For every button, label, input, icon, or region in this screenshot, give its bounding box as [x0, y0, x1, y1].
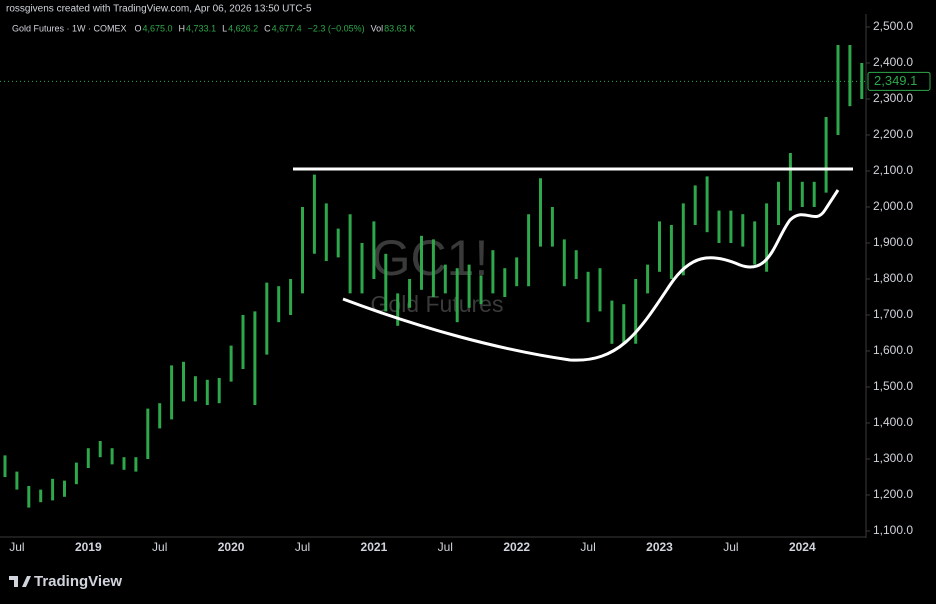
footer-brand: TradingView	[34, 573, 122, 590]
last-price-box	[867, 71, 931, 91]
legend-value: 4,626.2	[228, 23, 258, 33]
x-tick-label: Jul	[9, 540, 24, 554]
x-tick-label: 2023	[646, 540, 673, 554]
y-tick-label: 1,100.0	[873, 523, 913, 537]
legend-key: C	[264, 23, 271, 33]
x-tick-label: 2021	[361, 540, 388, 554]
y-tick-label: 2,300.0	[873, 91, 913, 105]
plot	[3, 45, 864, 508]
x-tick-label: Jul	[580, 540, 595, 554]
legend-symbol: Gold Futures · 1W · COMEX	[12, 23, 127, 33]
x-tick-label: 2019	[75, 540, 102, 554]
x-tick-label: 2020	[218, 540, 245, 554]
y-tick-label: 1,200.0	[873, 487, 913, 501]
legend-key: O	[135, 23, 142, 33]
watermark-ticker: GC1!	[372, 230, 489, 286]
footer-logo: TradingView	[9, 573, 122, 590]
watermark-name: Gold Futures	[371, 291, 504, 317]
legend-value: 4,675.0	[143, 23, 173, 33]
legend: Gold Futures · 1W · COMEX O 4,675.0 H 4,733…	[12, 23, 415, 33]
legend-key: Vol	[371, 23, 384, 33]
header: rossgivens created with TradingView.com,…	[6, 4, 312, 15]
x-tick-label: Jul	[295, 540, 310, 554]
legend-key: L	[222, 23, 227, 33]
y-tick-label: 2,200.0	[873, 127, 913, 141]
y-tick-label: 2,000.0	[873, 199, 913, 213]
y-tick-label: 2,100.0	[873, 163, 913, 177]
y-tick-label: 1,500.0	[873, 379, 913, 393]
last-price-label: 2,349.1	[874, 73, 917, 88]
x-tick-label: Jul	[438, 540, 453, 554]
legend-value: 4,677.4	[272, 23, 302, 33]
y-tick-label: 1,400.0	[873, 415, 913, 429]
legend-key: H	[179, 23, 186, 33]
drawn-cup-curve	[342, 189, 840, 362]
legend-value: 4,733.1	[186, 23, 216, 33]
y-tick-label: 1,300.0	[873, 451, 913, 465]
y-tick-label: 1,900.0	[873, 235, 913, 249]
legend-value: −2.3 (−0.05%)	[308, 23, 365, 33]
x-tick-label: Jul	[723, 540, 738, 554]
y-tick-label: 2,500.0	[873, 19, 913, 33]
x-tick-label: 2022	[503, 540, 530, 554]
legend-value: 83.63 K	[384, 23, 415, 33]
x-tick-label: 2024	[789, 540, 816, 554]
y-tick-label: 1,800.0	[873, 271, 913, 285]
logo-mark	[9, 576, 31, 587]
x-tick-label: Jul	[152, 540, 167, 554]
y-tick-label: 1,700.0	[873, 307, 913, 321]
y-tick-label: 1,600.0	[873, 343, 913, 357]
y-tick-label: 2,400.0	[873, 55, 913, 69]
